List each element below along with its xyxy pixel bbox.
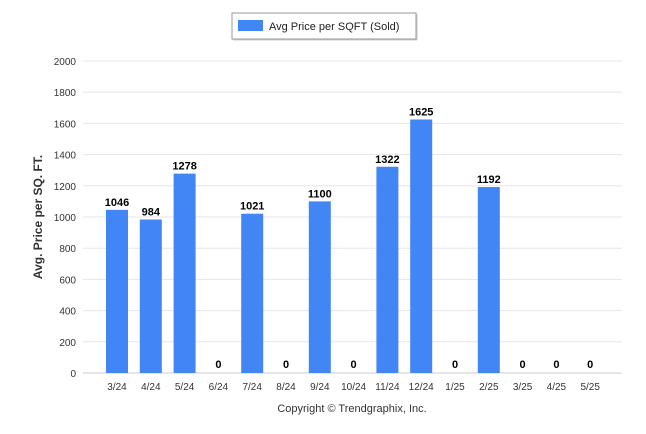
bar: [173, 173, 196, 373]
bar: [139, 219, 162, 373]
grid: [83, 60, 622, 374]
x-tick-label: 5/25: [580, 382, 600, 393]
y-tick-label: 1800: [54, 88, 77, 99]
copyright-text: Copyright © Trendgraphix, Inc.: [277, 403, 426, 415]
legend-label: Avg Price per SQFT (Sold): [269, 21, 399, 33]
y-tick-label: 1600: [54, 119, 77, 130]
legend: Avg Price per SQFT (Sold): [231, 12, 418, 41]
bar: [308, 201, 331, 373]
bar: [241, 213, 264, 373]
x-tick-label: 12/24: [409, 382, 434, 393]
x-tick-label: 7/24: [242, 382, 262, 393]
data-label: 1021: [240, 201, 264, 213]
y-tick-label: 600: [59, 275, 76, 286]
y-tick-label: 1200: [54, 182, 77, 193]
x-tick-label: 3/24: [107, 382, 127, 393]
y-tick-label: 1400: [54, 151, 77, 162]
legend-swatch: [238, 20, 263, 31]
data-label: 984: [142, 206, 161, 218]
y-axis-ticks: 0 200 400 600 800 1000 1200 1400 1600 1800 2000: [54, 57, 77, 380]
data-label: 0: [215, 359, 221, 371]
x-axis-ticks: 3/24 4/24 5/24 6/24 7/24 8/24 9/24 10/24 11/24 12…: [107, 382, 600, 393]
x-tick-label: 9/24: [310, 382, 330, 393]
data-label: 1322: [375, 154, 399, 166]
bar: [410, 119, 433, 373]
y-tick-label: 800: [59, 244, 76, 255]
x-tick-label: 10/24: [341, 382, 366, 393]
x-tick-label: 11/24: [375, 382, 400, 393]
data-label: 1278: [172, 161, 196, 173]
bar: [106, 209, 128, 373]
data-label: 0: [520, 359, 526, 371]
x-tick-label: 6/24: [209, 382, 229, 393]
x-tick-label: 4/24: [141, 382, 161, 393]
data-label: 1192: [477, 174, 501, 186]
x-tick-label: 5/24: [175, 382, 195, 393]
x-tick-label: 8/24: [276, 382, 296, 393]
data-label: 0: [587, 359, 593, 371]
data-label: 1625: [409, 107, 433, 119]
bars: [106, 119, 500, 373]
x-tick-label: 4/25: [547, 382, 567, 393]
y-tick-label: 2000: [54, 57, 77, 68]
bar: [477, 187, 500, 373]
x-tick-label: 1/25: [445, 382, 465, 393]
y-tick-label: 200: [59, 338, 76, 349]
y-axis-label: Avg. Price per SQ. FT.: [31, 155, 45, 279]
bar: [376, 166, 399, 373]
y-tick-label: 0: [70, 369, 76, 380]
data-label: 0: [351, 359, 357, 371]
data-label: 0: [553, 359, 559, 371]
x-tick-label: 3/25: [513, 382, 533, 393]
data-label: 1046: [105, 197, 129, 209]
data-labels: 1046 984 1278 0 1021 0 1100 0 1322 1625 0 1192 0 0 0: [105, 107, 594, 372]
data-label: 0: [452, 359, 458, 371]
data-label: 0: [283, 359, 289, 371]
y-tick-label: 1000: [54, 213, 77, 224]
data-label: 1100: [308, 188, 332, 200]
y-tick-label: 400: [59, 307, 76, 318]
x-tick-label: 2/25: [479, 382, 499, 393]
